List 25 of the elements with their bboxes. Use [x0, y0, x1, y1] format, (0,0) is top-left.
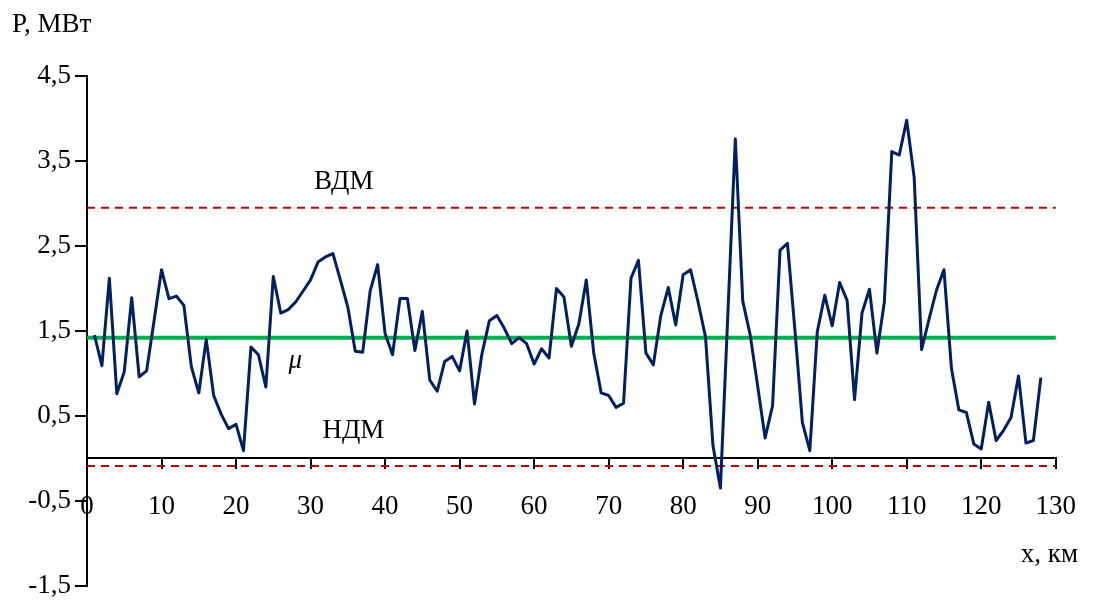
- x-tick-label: 130: [1035, 489, 1076, 520]
- y-tick-label: 1,5: [37, 313, 71, 344]
- x-tick-label: 100: [811, 489, 853, 520]
- y-tick-label: 2,5: [37, 229, 71, 260]
- x-tick-label: 50: [446, 489, 474, 520]
- x-axis-title: x, км: [1020, 538, 1078, 569]
- x-tick-label: 90: [744, 489, 772, 520]
- x-tick-label: 40: [371, 489, 399, 520]
- x-tick-label: 110: [886, 489, 927, 520]
- y-tick-label: 0,5: [37, 398, 71, 429]
- x-tick-label: 70: [595, 489, 623, 520]
- y-axis-title: P, МВт: [12, 8, 92, 39]
- x-tick-label: 10: [148, 489, 176, 520]
- ref-line-label: ВДМ: [314, 165, 374, 196]
- x-tick-label: 20: [222, 489, 250, 520]
- y-tick-label: 3,5: [37, 144, 71, 175]
- y-tick-label: -0,5: [28, 483, 71, 514]
- y-tick-label: 4,5: [37, 59, 71, 90]
- x-tick-label: 30: [297, 489, 325, 520]
- ref-line-label: НДМ: [322, 413, 385, 444]
- ref-line-label: μ: [287, 344, 303, 375]
- x-tick-label: 60: [520, 489, 548, 520]
- y-tick-label: -1,5: [28, 568, 71, 599]
- x-tick-label: 80: [669, 489, 697, 520]
- x-tick-label: 120: [960, 489, 1002, 520]
